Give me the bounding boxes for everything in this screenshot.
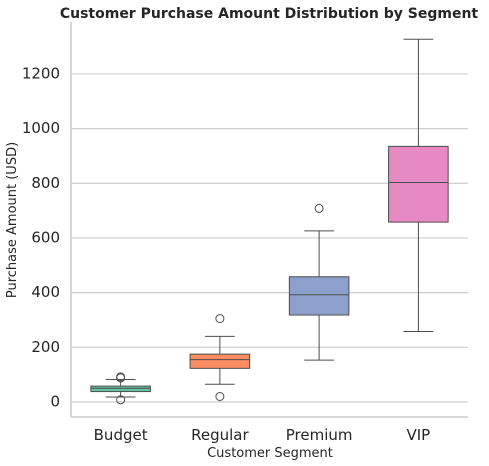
- x-tick-label: Budget: [94, 426, 148, 444]
- x-tick-label: VIP: [407, 426, 431, 444]
- x-tick-label: Premium: [286, 426, 353, 444]
- box-group-vip: [388, 38, 449, 332]
- y-tick-label: 400: [31, 283, 60, 301]
- iqr-box: [388, 145, 449, 223]
- outlier-point: [215, 314, 225, 324]
- outlier-point: [215, 391, 225, 401]
- chart-title: Customer Purchase Amount Distribution by…: [60, 6, 479, 22]
- y-tick-label: 1000: [22, 119, 60, 137]
- outlier-point: [314, 203, 324, 213]
- y-tick-label: 600: [31, 228, 60, 246]
- y-tick-label: 200: [31, 338, 60, 356]
- y-tick-label: 1200: [22, 64, 60, 82]
- box-group-premium: [288, 203, 350, 361]
- outlier-point: [116, 372, 126, 382]
- iqr-box: [90, 385, 151, 393]
- boxes: [90, 38, 449, 405]
- iqr-box: [189, 353, 251, 369]
- outlier-point: [116, 395, 126, 405]
- x-tick-label: Regular: [191, 426, 249, 444]
- y-tick-labels: 0 200 400 600 800 1000 1200: [22, 64, 60, 410]
- box-group-regular: [189, 314, 251, 401]
- iqr-box: [288, 276, 350, 316]
- y-tick-label: 0: [50, 392, 60, 410]
- box-group-budget: [90, 372, 151, 405]
- x-axis-label: Customer Segment: [207, 446, 333, 461]
- y-axis-label: Purchase Amount (USD): [5, 142, 20, 298]
- y-tick-label: 800: [31, 174, 60, 192]
- x-tick-labels: Budget Regular Premium VIP: [94, 426, 431, 444]
- grid-lines: [71, 73, 468, 403]
